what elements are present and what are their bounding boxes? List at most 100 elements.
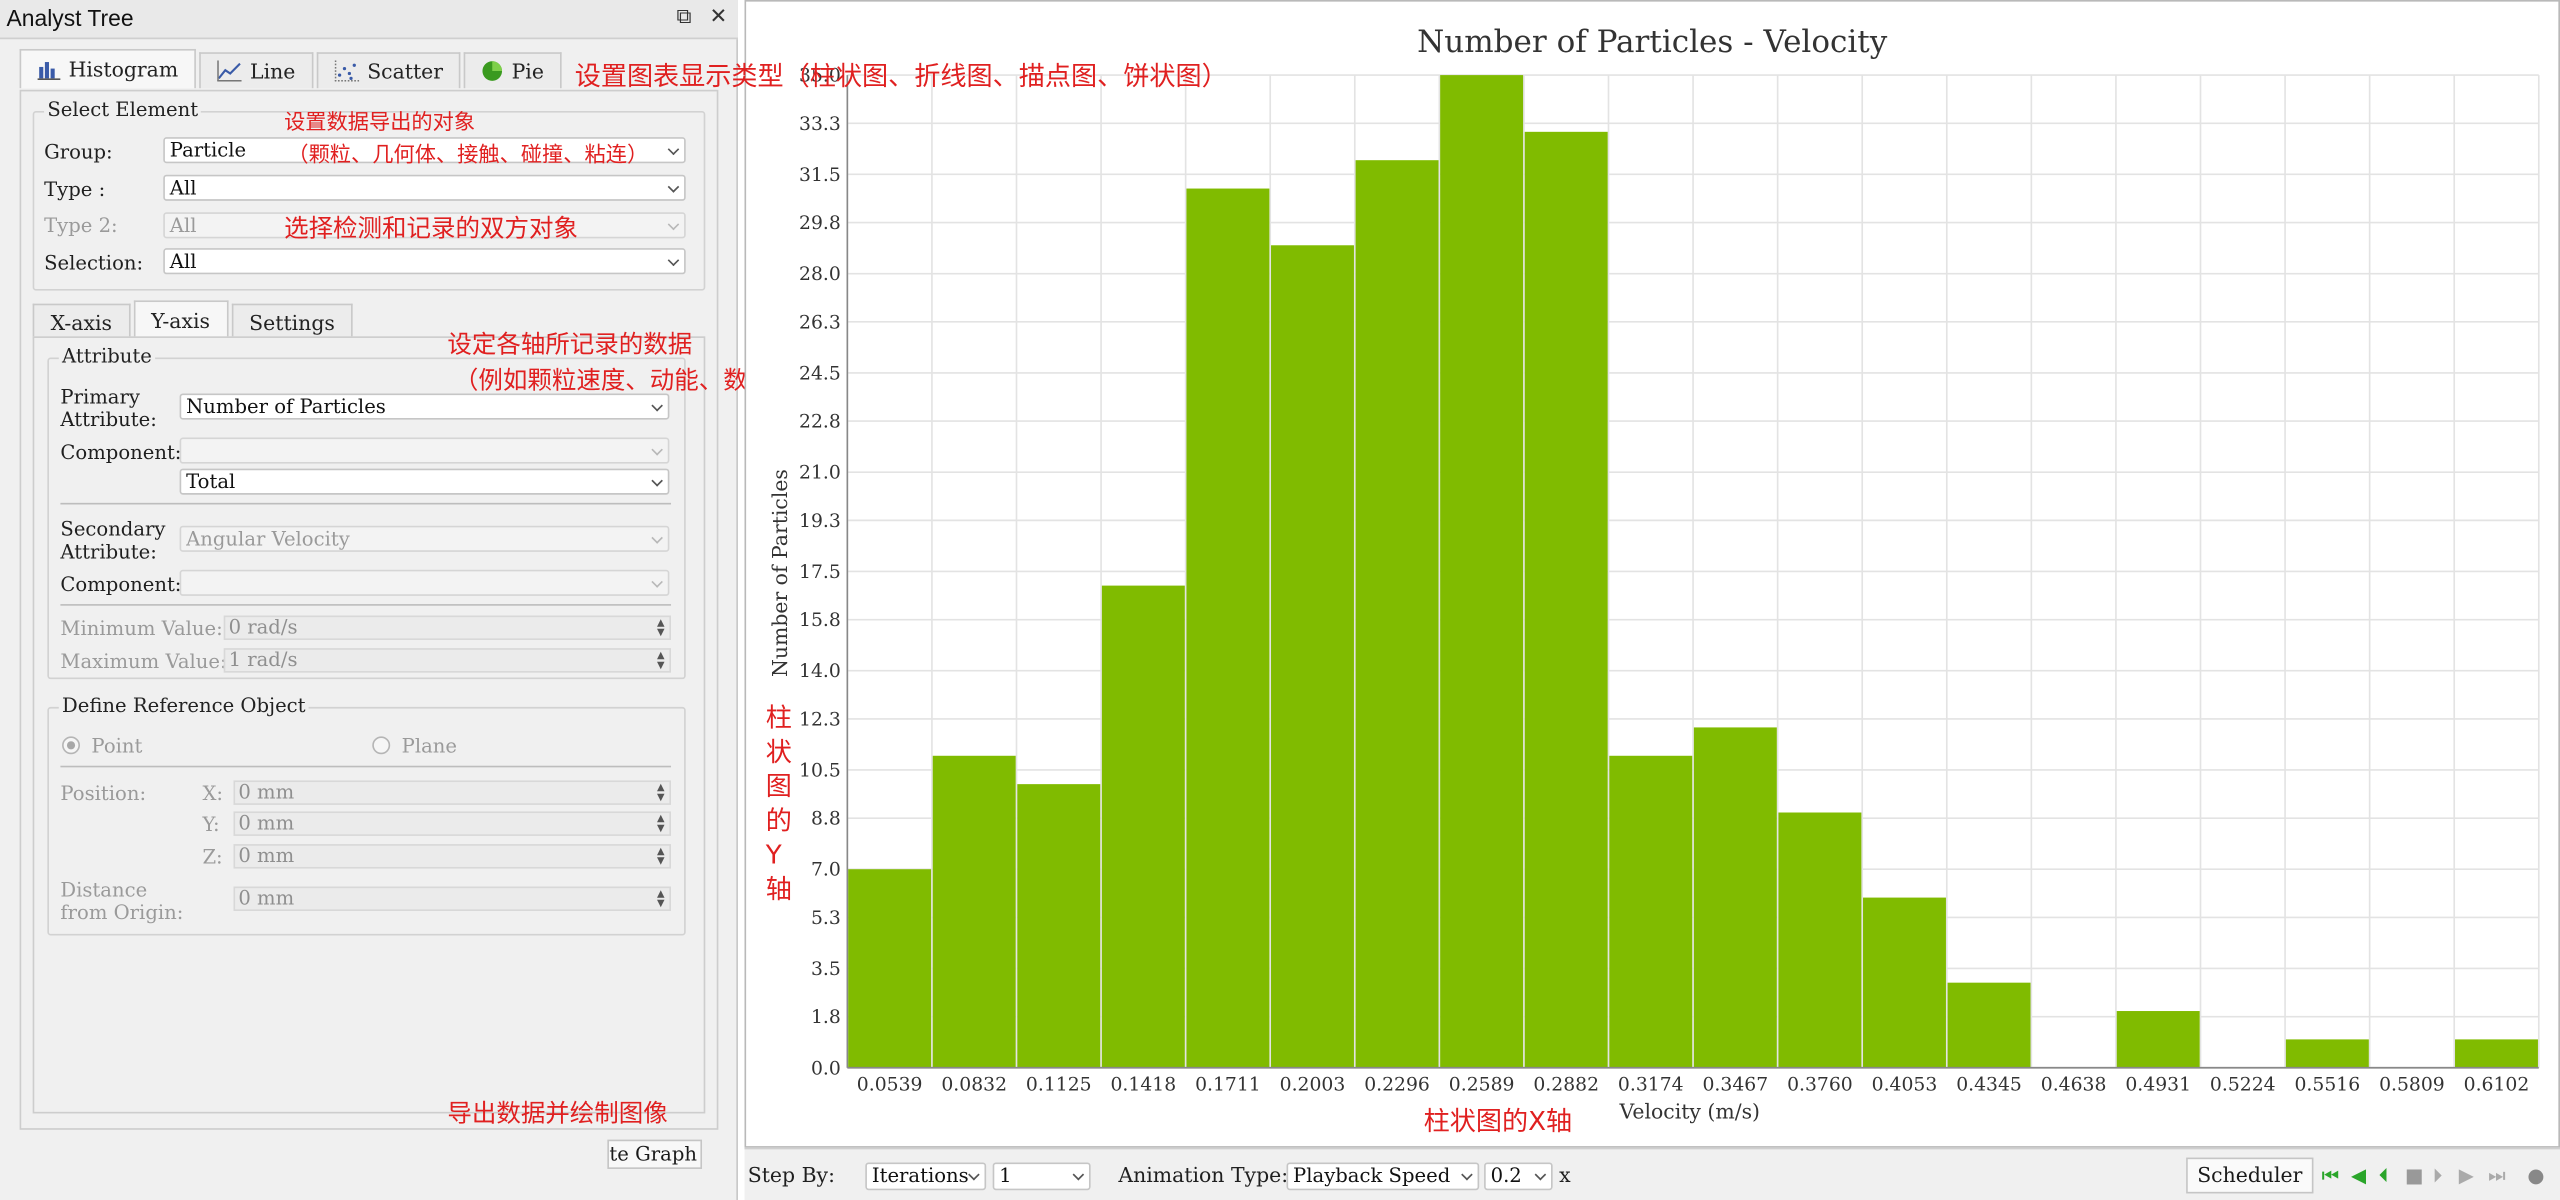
- primary-attribute-select[interactable]: Number of Particles: [179, 393, 670, 420]
- step-back-icon[interactable]: ◀: [2351, 1164, 2367, 1187]
- tab-scatter[interactable]: Scatter: [316, 52, 461, 89]
- distance-value: 0 mm: [238, 886, 295, 910]
- annotation-y-axis-char: 的: [765, 804, 792, 836]
- close-panel-icon[interactable]: ✕: [709, 4, 728, 30]
- x-tick-label: 0.5809: [2379, 1075, 2445, 1096]
- max-value-label: Maximum Value:: [60, 649, 227, 673]
- max-value-spinbox[interactable]: 1 rad/s ▲ ▼: [223, 648, 672, 673]
- component2-select[interactable]: [179, 569, 670, 596]
- speed-select[interactable]: 0.2: [1484, 1162, 1553, 1191]
- float-panel-icon[interactable]: ⧉: [676, 4, 692, 30]
- tab-settings[interactable]: Settings: [231, 303, 353, 340]
- tab-x-axis[interactable]: X-axis: [32, 303, 130, 340]
- component-select[interactable]: [179, 437, 670, 464]
- annotation-export-target: 设置数据导出的对象: [284, 111, 476, 136]
- step-by-select[interactable]: Iterations: [865, 1162, 987, 1191]
- select-element-group: Select Element: [32, 97, 706, 291]
- group-select[interactable]: Particle: [163, 137, 686, 164]
- histogram-bar: [1186, 188, 1270, 1068]
- next-keyframe-icon[interactable]: ⏵: [2432, 1164, 2443, 1187]
- histogram-bar: [2116, 1011, 2200, 1068]
- y-tick-label: 12.3: [799, 709, 841, 730]
- distance-label-2: from Origin:: [60, 901, 184, 925]
- y-tick-label: 5.3: [811, 908, 841, 929]
- annotation-axis-data: 设定各轴所记录的数据: [447, 329, 693, 360]
- annotation-y-axis-char: Y: [765, 839, 782, 871]
- y-tick-label: 28.0: [799, 264, 841, 285]
- create-graph-button[interactable]: Create Graph: [607, 1139, 703, 1169]
- play-icon[interactable]: ▶: [2458, 1164, 2474, 1187]
- selection-select-value: All: [169, 249, 197, 273]
- record-icon[interactable]: ●: [2527, 1164, 2545, 1187]
- z-value: 0 mm: [238, 844, 295, 867]
- type-select[interactable]: All: [163, 174, 686, 201]
- step-value-select[interactable]: 1: [992, 1162, 1091, 1191]
- histogram-bar: [1101, 585, 1185, 1068]
- distance-label: Distance: [60, 878, 148, 902]
- y-spinbox[interactable]: 0 mm ▲ ▼: [233, 811, 672, 836]
- histogram-bar: [1863, 897, 1946, 1068]
- x-spinbox[interactable]: 0 mm ▲ ▼: [233, 780, 672, 805]
- histogram-bar: [2285, 1039, 2369, 1068]
- tab-pie[interactable]: Pie: [464, 52, 562, 89]
- histogram-bar: [1524, 131, 1608, 1068]
- group-label: Group:: [44, 140, 113, 164]
- scheduler-label: Scheduler: [2197, 1162, 2303, 1187]
- group-select-value: Particle: [169, 138, 247, 162]
- secondary-attribute-label: Secondary: [60, 517, 166, 541]
- reference-object-group: Define Reference Object: [47, 693, 686, 936]
- min-value-label: Minimum Value:: [60, 617, 223, 640]
- point-label: Point: [91, 734, 143, 758]
- selection-select[interactable]: All: [163, 248, 686, 275]
- tab-x-axis-label: X-axis: [50, 309, 112, 334]
- tab-histogram[interactable]: Histogram: [19, 48, 197, 89]
- tab-y-axis[interactable]: Y-axis: [133, 300, 228, 340]
- tab-pie-label: Pie: [511, 57, 544, 83]
- distance-spinbox[interactable]: 0 mm ▲ ▼: [233, 886, 672, 912]
- y-tick-label: 8.8: [811, 809, 841, 830]
- selection-label: Selection:: [44, 251, 144, 275]
- total-select[interactable]: Total: [179, 468, 670, 495]
- plane-radio[interactable]: [372, 736, 391, 755]
- chevron-down-icon: [651, 475, 663, 487]
- chevron-down-icon: [1072, 1168, 1085, 1181]
- scatter-icon: [334, 60, 360, 82]
- spin-arrows-icon: ▲ ▼: [656, 845, 665, 867]
- y-tick-label: 7.0: [811, 860, 841, 881]
- first-frame-icon[interactable]: ⏮: [2321, 1164, 2340, 1187]
- histogram-bar: [1693, 727, 1777, 1068]
- annotation-x-axis: 柱状图的X轴: [1423, 1105, 1573, 1137]
- min-value-spinbox[interactable]: 0 rad/s ▲ ▼: [223, 615, 672, 640]
- y-tick-label: 15.8: [799, 610, 841, 631]
- y-tick-label: 10.5: [799, 760, 841, 781]
- y-tick-label: 26.3: [799, 312, 841, 333]
- line-chart-icon: [217, 60, 242, 82]
- z-spinbox[interactable]: 0 mm ▲ ▼: [233, 844, 672, 869]
- tab-settings-label: Settings: [249, 309, 335, 334]
- primary-attribute-label-2: Attribute:: [60, 408, 157, 432]
- x-tick-label: 0.4931: [2125, 1075, 2191, 1096]
- total-value: Total: [186, 470, 236, 494]
- tab-line-label: Line: [250, 57, 296, 83]
- chevron-down-icon: [667, 254, 680, 267]
- chart-x-axis-label: Velocity (m/s): [1619, 1099, 1760, 1123]
- prev-keyframe-icon[interactable]: ⏴: [2378, 1164, 2389, 1187]
- tab-line[interactable]: Line: [199, 52, 314, 89]
- speed-unit: x: [1559, 1162, 1571, 1187]
- last-frame-icon[interactable]: ⏭: [2488, 1164, 2506, 1187]
- scheduler-button[interactable]: Scheduler: [2186, 1157, 2314, 1194]
- annotation-detect-pair: 选择检测和记录的双方对象: [284, 213, 578, 244]
- animation-type-label: Animation Type:: [1118, 1162, 1289, 1187]
- animation-type-select[interactable]: Playback Speed: [1286, 1162, 1480, 1191]
- stop-icon[interactable]: ■: [2404, 1164, 2424, 1187]
- analyst-tree-panel: Analyst Tree ⧉ ✕ Histogram Line: [0, 0, 968, 1200]
- y-tick-label: 22.8: [799, 412, 841, 433]
- secondary-attribute-select[interactable]: Angular Velocity: [179, 525, 670, 552]
- type2-select[interactable]: All: [163, 212, 686, 239]
- y-tick-label: 3.5: [811, 959, 841, 980]
- point-radio[interactable]: [62, 736, 80, 755]
- divider: [60, 502, 672, 505]
- x-tick-label: 0.2589: [1449, 1075, 1515, 1096]
- chevron-down-icon: [1461, 1168, 1473, 1181]
- step-by-value: Iterations: [871, 1164, 969, 1187]
